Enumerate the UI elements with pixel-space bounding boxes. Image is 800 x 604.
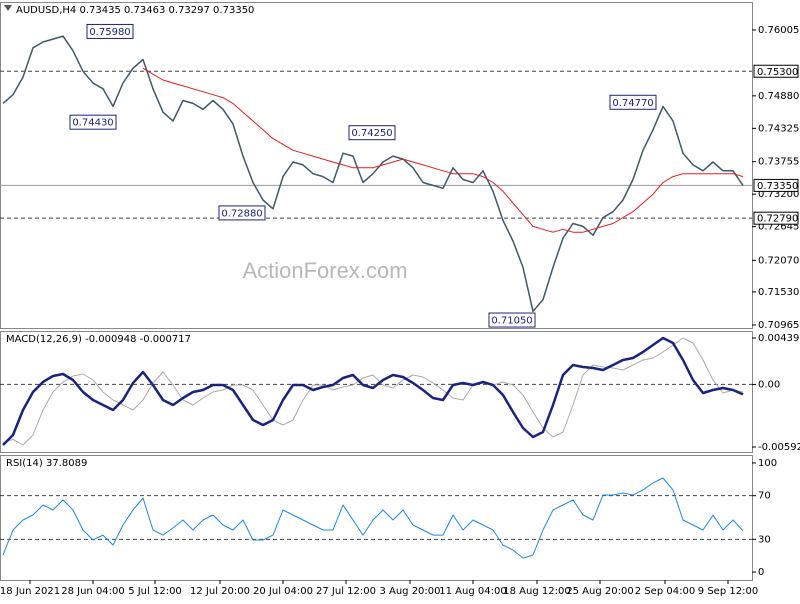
y-tick-label: 0.73200 — [758, 189, 799, 200]
annotation-label: 0.74770 — [612, 98, 653, 109]
y-tick-label: 70 — [758, 491, 771, 502]
level-label-box — [753, 64, 799, 78]
panel-border — [0, 2, 753, 329]
series-line — [2, 337, 744, 446]
y-tick-label: 30 — [758, 534, 771, 545]
y-tick-label: 0.73755 — [758, 157, 799, 168]
panel-border — [0, 455, 753, 581]
annotation-box — [488, 312, 536, 328]
x-tick-label: 20 Jul 04:00 — [253, 586, 313, 597]
series-line — [142, 67, 744, 233]
y-tick-label: 100 — [758, 458, 777, 469]
watermark: ActionForex.com — [242, 258, 407, 283]
y-tick-label: 0.76005 — [758, 25, 799, 36]
symbol-icon — [4, 5, 12, 11]
annotation-label: 0.72880 — [221, 208, 262, 219]
y-tick-label: 0.00 — [758, 379, 780, 390]
annotation-box — [218, 205, 266, 221]
x-tick-label: 11 Aug 04:00 — [439, 586, 506, 597]
x-tick-label: 12 Jul 20:00 — [190, 586, 250, 597]
y-tick-label: 0.004391 — [758, 333, 800, 344]
y-tick-label: 0.70965 — [758, 320, 799, 331]
annotation-label: 0.75980 — [89, 27, 130, 38]
y-tick-label: 0 — [758, 567, 764, 578]
annotation-label: 0.74250 — [351, 128, 392, 139]
x-tick-label: 2 Sep 04:00 — [635, 586, 695, 597]
level-label-box — [753, 178, 799, 192]
series-line — [2, 35, 744, 313]
series-line — [2, 477, 744, 559]
panel-border — [0, 331, 753, 453]
y-tick-label: 0.74325 — [758, 123, 799, 134]
y-tick-label: -0.005922 — [758, 442, 800, 453]
annotation-box — [86, 23, 134, 39]
x-tick-label: 9 Sep 12:00 — [698, 586, 758, 597]
annotation-box — [348, 125, 396, 141]
x-tick-label: 3 Aug 20:00 — [379, 586, 440, 597]
x-tick-label: 5 Jul 12:00 — [128, 586, 182, 597]
y-tick-label: 0.72645 — [758, 222, 799, 233]
level-label: 0.72790 — [757, 214, 798, 225]
x-tick-label: 25 Aug 20:00 — [566, 586, 633, 597]
x-tick-label: 18 Aug 12:00 — [503, 586, 570, 597]
panel-title: RSI(14) 37.8089 — [6, 458, 87, 469]
series-line — [2, 336, 744, 446]
annotation-box — [69, 114, 117, 130]
x-tick-label: 28 Jun 04:00 — [61, 586, 125, 597]
y-tick-label: 0.72070 — [758, 255, 799, 266]
annotation-label: 0.71050 — [491, 316, 532, 327]
panel-title: MACD(12,26,9) -0.000948 -0.000717 — [6, 334, 191, 345]
panel-title: AUDUSD,H4 0.73435 0.73463 0.73297 0.7335… — [16, 5, 254, 16]
level-label: 0.75300 — [757, 67, 798, 78]
level-label: 0.73350 — [757, 181, 798, 192]
x-tick-label: 27 Jul 12:00 — [316, 586, 376, 597]
annotation-box — [609, 94, 657, 110]
level-label-box — [753, 211, 799, 225]
y-tick-label: 0.74880 — [758, 91, 799, 102]
x-tick-label: 18 Jun 2021 — [0, 586, 60, 597]
annotation-label: 0.74430 — [72, 118, 113, 129]
y-tick-label: 0.71530 — [758, 287, 799, 298]
